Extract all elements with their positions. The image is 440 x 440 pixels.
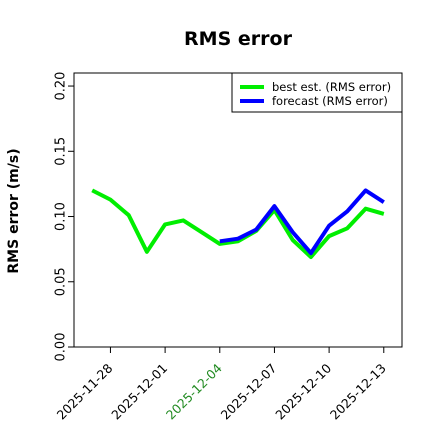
x-axis: 2025-11-282025-12-012025-12-042025-12-07… <box>54 347 389 422</box>
chart-title: RMS error <box>184 28 293 50</box>
legend-box <box>231 72 403 113</box>
y-tick-label: 0.15 <box>54 137 69 166</box>
y-tick-label: 0.20 <box>54 72 69 101</box>
x-tick-label: 2025-12-10 <box>272 360 334 422</box>
y-axis: 0.00 0.05 0.10 0.15 0.20 <box>54 72 74 362</box>
y-tick-label: 0.05 <box>54 267 69 296</box>
x-tick-label: 2025-12-04 <box>163 360 225 422</box>
x-tick-label: 2025-11-28 <box>54 360 116 422</box>
legend: best est. (RMS error) forecast (RMS erro… <box>231 72 403 113</box>
x-tick-label: 2025-12-01 <box>108 361 170 423</box>
x-tick-label: 2025-12-13 <box>327 361 389 423</box>
series-line <box>219 188 385 256</box>
legend-label-best-est: best est. (RMS error) <box>272 80 391 94</box>
legend-label-forecast: forecast (RMS error) <box>272 94 388 108</box>
y-tick-label: 0.00 <box>54 333 69 362</box>
series-layer <box>91 188 385 259</box>
series-line <box>91 188 385 259</box>
y-axis-title: RMS error (m/s) <box>6 148 22 273</box>
x-tick-label: 2025-12-07 <box>218 361 280 423</box>
y-tick-label: 0.10 <box>54 202 69 231</box>
